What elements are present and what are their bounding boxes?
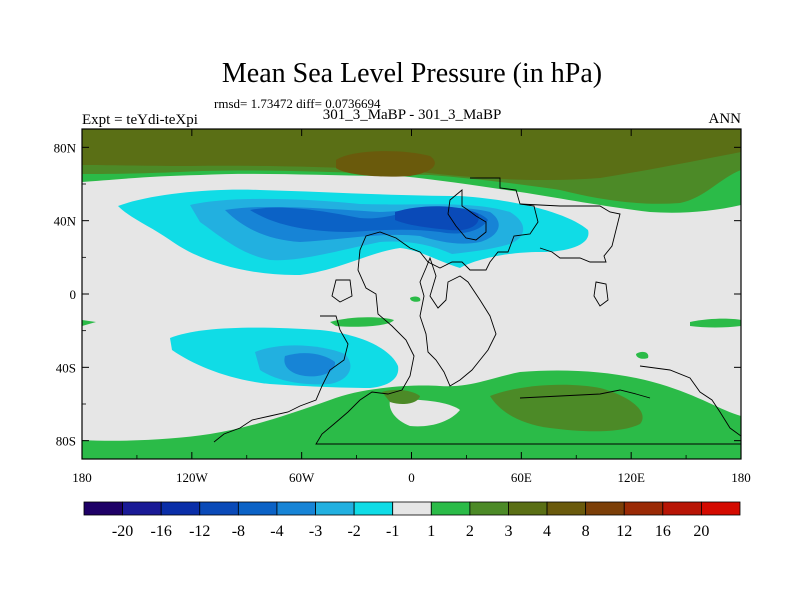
y-tick-label: 0 xyxy=(70,287,77,302)
colorbar-swatch xyxy=(701,501,741,516)
colorbar-label: -1 xyxy=(386,523,399,540)
west-green-patch xyxy=(82,320,96,326)
colorbar-label: -20 xyxy=(112,523,133,540)
x-tick-label: 180 xyxy=(731,470,751,485)
colorbar-swatch xyxy=(199,501,239,516)
colorbar-swatch xyxy=(237,501,278,516)
colorbar-swatch xyxy=(430,501,471,516)
colorbar-swatch xyxy=(276,501,316,516)
y-tick-label: 80N xyxy=(54,140,77,155)
tiny-green-patch-2 xyxy=(636,351,649,359)
season-label: ANN xyxy=(709,111,742,127)
y-tick-label: 40S xyxy=(56,360,76,375)
coastline-africa xyxy=(419,256,497,387)
colorbar-swatch xyxy=(353,501,394,516)
colorbar-label: -16 xyxy=(151,523,172,540)
contour-fill-layer xyxy=(82,129,741,459)
x-tick-label: 120E xyxy=(617,470,645,485)
colorbar-label: 4 xyxy=(543,523,551,540)
colorbar-label: 16 xyxy=(655,523,671,540)
colorbar-swatch xyxy=(585,501,625,516)
colorbar-label: 2 xyxy=(466,523,474,540)
colorbar-swatch xyxy=(623,501,664,516)
x-tick-label: 60E xyxy=(511,470,532,485)
tiny-green-patch xyxy=(410,296,421,302)
x-tick-label: 0 xyxy=(408,470,415,485)
east-green-patch xyxy=(690,318,741,328)
chart-title: Mean Sea Level Pressure (in hPa) xyxy=(222,58,602,89)
north-atlantic-core xyxy=(395,206,479,231)
colorbar-swatch xyxy=(392,501,432,516)
map-plot-area xyxy=(81,128,742,460)
arctic-positive-8-12 xyxy=(336,151,435,177)
colorbar-label: 1 xyxy=(427,523,435,540)
colorbar-label: 12 xyxy=(616,523,632,540)
colorbar-label: 20 xyxy=(693,523,709,540)
colorbar-swatch xyxy=(662,501,702,516)
colorbar: -20 -16 -12 -8 -4 -3 -2 -1 1 2 3 4 8 12 16 20 xyxy=(83,501,741,540)
map-axes: 180 120W 60W 0 60E 120E 180 80N 40N 0 40S 80S xyxy=(54,129,751,485)
south-neutral-pocket xyxy=(389,399,460,427)
x-tick-label: 120W xyxy=(176,470,209,485)
south-pacific-core xyxy=(284,353,336,377)
colorbar-swatch xyxy=(469,501,509,516)
y-tick-label: 80S xyxy=(56,434,76,449)
x-tick-label: 60W xyxy=(289,470,315,485)
colorbar-label: 8 xyxy=(582,523,590,540)
colorbar-label: -2 xyxy=(347,523,360,540)
colorbar-swatch xyxy=(83,501,123,516)
coastline-main xyxy=(315,177,741,445)
stats-line: rmsd= 1.73472 diff= 0.0736694 xyxy=(214,96,381,111)
coastline-americas xyxy=(213,279,609,443)
coastline-south xyxy=(519,365,741,437)
colorbar-label: -4 xyxy=(270,523,283,540)
colorbar-swatch xyxy=(546,501,587,516)
colorbar-swatch xyxy=(122,501,162,516)
colorbar-label: -3 xyxy=(309,523,322,540)
experiment-label: Expt = teYdi-teXpi xyxy=(82,112,198,128)
southern-ocean-positive xyxy=(490,384,643,432)
x-tick-label: 180 xyxy=(72,470,92,485)
colorbar-swatch xyxy=(315,501,355,516)
colorbar-label: -8 xyxy=(232,523,245,540)
coastline-eurasia xyxy=(447,189,621,263)
colorbar-swatch xyxy=(160,501,201,516)
colorbar-label: -12 xyxy=(189,523,210,540)
y-tick-label: 40N xyxy=(54,214,77,229)
colorbar-label: 3 xyxy=(504,523,512,540)
chart-subtitle: 301_3_MaBP - 301_3_MaBP xyxy=(323,107,502,123)
tropical-green-patch xyxy=(330,317,394,327)
colorbar-swatch xyxy=(508,501,548,516)
